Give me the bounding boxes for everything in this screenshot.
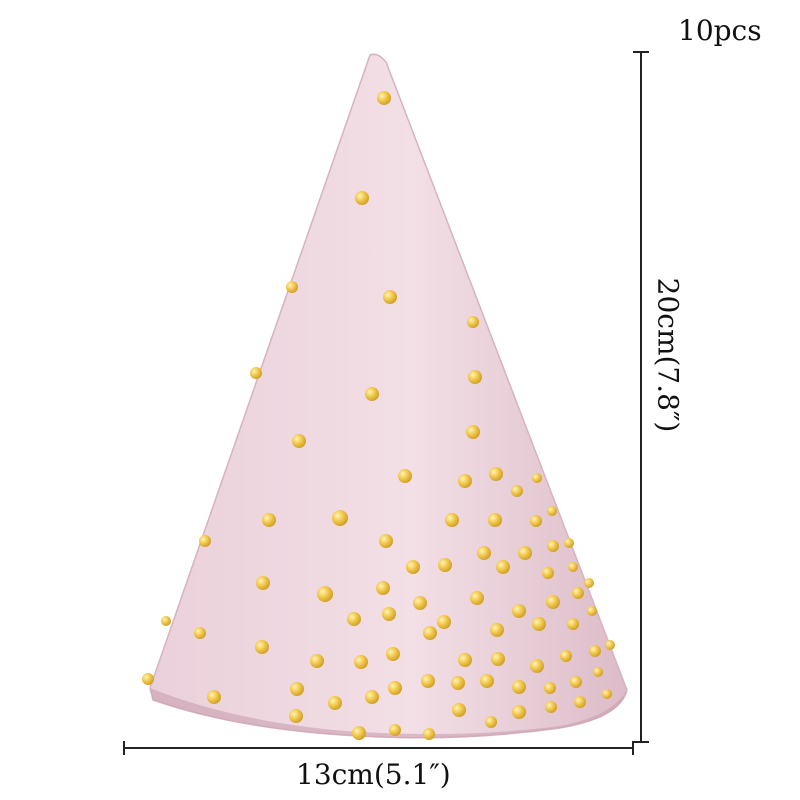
gold-dot-icon [545, 701, 557, 713]
gold-dot-icon [574, 696, 586, 708]
gold-dot-icon [451, 676, 465, 690]
gold-dot-icon [468, 370, 482, 384]
gold-dot-icon [480, 674, 494, 688]
gold-dot-icon [560, 650, 572, 662]
gold-dot-icon [491, 652, 505, 666]
height-label: 20cm(7.8″) [651, 277, 685, 433]
gold-dot-icon [354, 655, 368, 669]
gold-dot-icon [546, 595, 560, 609]
gold-dot-icon [347, 612, 361, 626]
gold-dot-icon [470, 591, 484, 605]
gold-dot-icon [530, 515, 542, 527]
quantity-label: 10pcs [678, 14, 762, 47]
height-dimension-line [633, 51, 649, 743]
gold-dot-icon [328, 696, 342, 710]
gold-dot-icon [530, 659, 544, 673]
gold-dot-icon [389, 724, 401, 736]
gold-dot-icon [310, 654, 324, 668]
gold-dot-icon [256, 576, 270, 590]
gold-dot-icon [352, 726, 366, 740]
gold-dot-icon [398, 469, 412, 483]
gold-dot-icon [445, 513, 459, 527]
gold-dot-icon [365, 387, 379, 401]
gold-dot-icon [564, 538, 574, 548]
gold-dot-icon [377, 91, 391, 105]
gold-dot-icon [490, 623, 504, 637]
gold-dot-icon [250, 367, 262, 379]
gold-dot-icon [512, 705, 526, 719]
gold-dot-icon [382, 607, 396, 621]
gold-dot-icon [467, 316, 479, 328]
gold-dot-icon [413, 596, 427, 610]
gold-dot-icon [388, 681, 402, 695]
gold-dot-icon [518, 546, 532, 560]
gold-dot-icon [567, 618, 579, 630]
gold-dot-icon [438, 558, 452, 572]
gold-dot-icon [544, 682, 556, 694]
gold-dot-icon [423, 626, 437, 640]
gold-dot-icon [452, 703, 466, 717]
gold-dot-icon [572, 587, 584, 599]
gold-dot-icon [532, 617, 546, 631]
gold-dot-icon [458, 474, 472, 488]
gold-dot-icon [423, 728, 435, 740]
gold-dot-icon [489, 467, 503, 481]
gold-dot-icon [386, 647, 400, 661]
gold-dot-icon [161, 616, 171, 626]
gold-dot-icon [286, 281, 298, 293]
gold-dot-icon [199, 535, 211, 547]
gold-dot-icon [477, 546, 491, 560]
party-hat-icon [149, 53, 628, 739]
gold-dot-icon [406, 560, 420, 574]
gold-dot-icon [383, 290, 397, 304]
gold-dot-icon [568, 562, 578, 572]
gold-dot-icon [570, 676, 582, 688]
gold-dot-icon [355, 191, 369, 205]
gold-dot-icon [512, 680, 526, 694]
gold-dot-icon [317, 586, 333, 602]
gold-dot-icon [593, 667, 603, 677]
gold-dot-icon [466, 425, 480, 439]
gold-dot-icon [496, 560, 510, 574]
gold-dot-icon [332, 510, 348, 526]
width-dimension-line [123, 741, 634, 755]
gold-dot-icon [142, 673, 154, 685]
gold-dot-icon [532, 473, 542, 483]
gold-dot-icon [485, 716, 497, 728]
gold-dot-icon [262, 513, 276, 527]
gold-dot-icon [194, 627, 206, 639]
gold-dot-icon [542, 567, 554, 579]
gold-dot-icon [292, 434, 306, 448]
gold-dot-icon [587, 606, 597, 616]
gold-dot-icon [379, 534, 393, 548]
gold-dot-icon [207, 690, 221, 704]
gold-dot-icon [589, 645, 601, 657]
gold-dot-icon [547, 506, 557, 516]
gold-dot-icon [602, 689, 612, 699]
gold-dot-icon [512, 604, 526, 618]
width-label: 13cm(5.1″) [296, 758, 451, 791]
gold-dot-icon [421, 674, 435, 688]
gold-dot-icon [458, 653, 472, 667]
gold-dot-icon [437, 615, 451, 629]
gold-dot-icon [605, 640, 615, 650]
gold-dot-icon [488, 513, 502, 527]
gold-dot-icon [376, 581, 390, 595]
gold-dot-icon [584, 578, 594, 588]
gold-dot-icon [255, 640, 269, 654]
gold-dot-icon [365, 690, 379, 704]
gold-dot-icon [511, 485, 523, 497]
gold-dot-icon [290, 682, 304, 696]
gold-dot-icon [547, 540, 559, 552]
gold-dot-icon [289, 709, 303, 723]
gold-dots [142, 91, 615, 740]
